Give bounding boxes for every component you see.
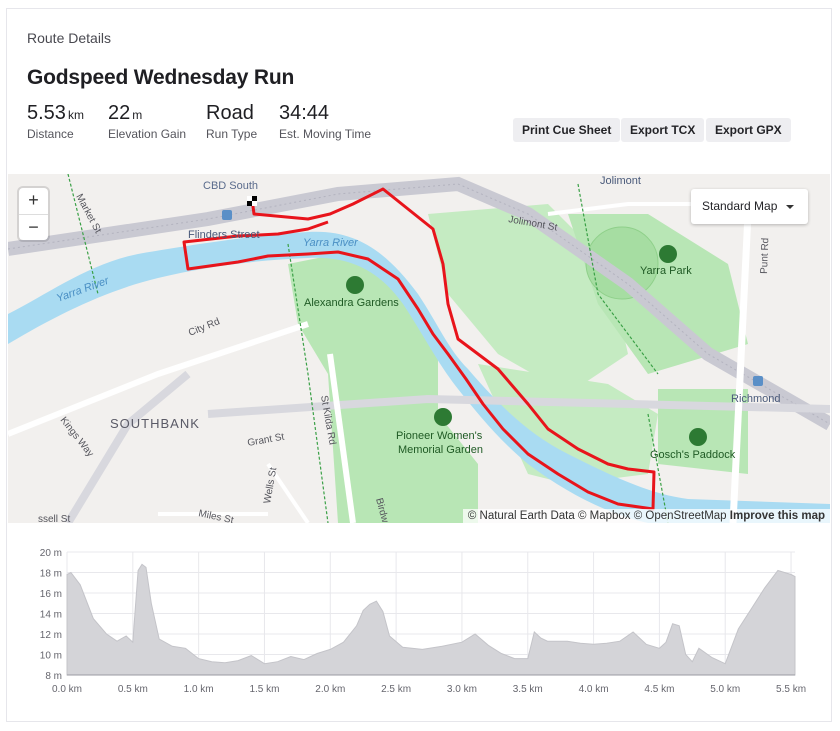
x-tick-label: 4.5 km (644, 684, 674, 695)
tree-icon (659, 245, 677, 263)
map-label-city-rd: City Rd (187, 316, 222, 338)
tree-icon (689, 428, 707, 446)
road (64, 370, 191, 523)
map-label-grant-st: Grant St (247, 432, 286, 449)
road (266, 462, 310, 523)
y-tick-label: 12 m (40, 630, 62, 641)
stat-value: Road (206, 102, 254, 124)
stat-label: Est. Moving Time (279, 127, 372, 141)
zoom-control: + − (19, 188, 48, 240)
route-details-card: Route Details Godspeed Wednesday Run 5.5… (6, 8, 832, 722)
tree-icon (434, 408, 452, 426)
map-label-southbank: SOUTHBANK (110, 416, 200, 431)
y-tick-label: 10 m (40, 651, 62, 662)
road (8, 321, 309, 437)
stat-run-type: Road Run Type (206, 102, 257, 141)
map-label-pioneer: Memorial Garden (398, 444, 483, 456)
map-label-alexandra-gardens: Alexandra Gardens (304, 297, 399, 309)
stat-elevation-gain: 22 m Elevation Gain (108, 102, 186, 141)
map-canvas[interactable]: CBD South Flinders Street Yarra River Ya… (8, 174, 830, 523)
x-tick-label: 2.0 km (315, 684, 345, 695)
train-station-icon (222, 210, 232, 220)
zoom-out-button[interactable]: − (28, 217, 39, 237)
map-label-flinders: Flinders Street (188, 229, 260, 241)
x-tick-label: 3.5 km (513, 684, 543, 695)
map-label-goschs-paddock: Gosch's Paddock (650, 449, 736, 461)
x-tick-label: 1.0 km (184, 684, 214, 695)
road (327, 353, 356, 523)
train-station-icon (753, 376, 763, 386)
stat-label: Run Type (206, 127, 258, 141)
stat-label: Elevation Gain (108, 127, 187, 141)
y-tick-label: 18 m (40, 569, 62, 580)
map-label-jolimont: Jolimont (600, 175, 641, 187)
stat-unit: m (132, 108, 143, 122)
park-area (288, 254, 478, 523)
map-label-punt-rd: Punt Rd (759, 238, 771, 275)
road (207, 394, 830, 418)
route-line (182, 187, 656, 511)
map-label-ssell-st: ssell St (38, 514, 70, 523)
x-tick-label: 0.5 km (118, 684, 148, 695)
map-attribution: © Natural Earth Data © Mapbox © OpenStre… (462, 509, 830, 523)
tree-icon (346, 276, 364, 294)
export-gpx-button[interactable]: Export GPX (706, 118, 791, 142)
elevation-chart: 20 m 18 m 16 m 14 m 12 m 10 m 8 m 0.0 km 0.5 km 1… (40, 548, 806, 695)
y-tick-label: 8 m (45, 671, 62, 682)
rail-lines (8, 183, 830, 425)
print-cue-sheet-button[interactable]: Print Cue Sheet (513, 118, 621, 142)
improve-map-link[interactable]: Improve this map (729, 510, 825, 522)
y-tick-label: 20 m (40, 548, 62, 559)
export-tcx-button[interactable]: Export TCX (621, 118, 705, 142)
zoom-in-button[interactable]: + (19, 188, 48, 215)
stat-distance: 5.53 km Distance (27, 102, 84, 141)
caret-down-icon (786, 205, 794, 209)
x-tick-label: 5.5 km (776, 684, 806, 695)
stat-label: Distance (27, 127, 74, 141)
elevation-area (66, 563, 796, 676)
route-map[interactable]: CBD South Flinders Street Yarra River Ya… (8, 174, 830, 523)
road (729, 213, 752, 523)
stat-value: 22 (108, 102, 131, 124)
footpath (67, 174, 669, 523)
x-tick-label: 3.0 km (447, 684, 477, 695)
stat-value: 34:44 (279, 102, 330, 124)
x-tick-label: 2.5 km (381, 684, 411, 695)
stat-moving-time: 34:44 Est. Moving Time (279, 102, 371, 141)
map-label-yarra-park: Yarra Park (640, 265, 692, 277)
map-label-yarra-river: Yarra River (303, 237, 359, 249)
map-label-cbd: CBD South (203, 180, 258, 192)
x-tick-label: 4.0 km (579, 684, 609, 695)
map-style-selected: Standard Map (702, 199, 778, 213)
x-tick-label: 1.5 km (249, 684, 279, 695)
section-label: Route Details (27, 30, 112, 46)
stat-value: 5.53 (27, 102, 66, 124)
map-label-miles-st: Miles St (197, 508, 234, 523)
stat-unit: km (67, 108, 84, 122)
x-tick-label: 0.0 km (52, 684, 82, 695)
map-label-pioneer: Pioneer Women's (396, 430, 483, 442)
route-title: Godspeed Wednesday Run (27, 66, 295, 89)
map-label-kings-way: Kings Way (58, 415, 96, 459)
y-tick-label: 14 m (40, 610, 62, 621)
map-label-wells-st: Wells St (262, 466, 279, 504)
y-tick-label: 16 m (40, 589, 62, 600)
x-tick-label: 5.0 km (710, 684, 740, 695)
map-label-richmond: Richmond (731, 393, 781, 405)
map-style-dropdown[interactable]: Standard Map (691, 189, 808, 224)
attribution-text: © Natural Earth Data © Mapbox © OpenStre… (467, 510, 727, 522)
